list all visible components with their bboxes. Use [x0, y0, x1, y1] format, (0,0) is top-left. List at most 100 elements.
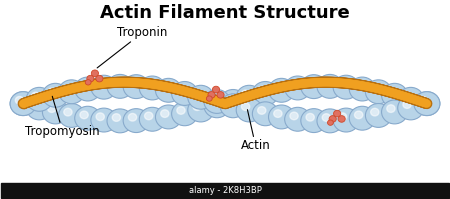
Circle shape: [274, 110, 282, 117]
Circle shape: [333, 110, 341, 117]
Circle shape: [220, 90, 246, 113]
Circle shape: [371, 85, 379, 92]
Circle shape: [112, 79, 121, 87]
Circle shape: [128, 113, 137, 121]
Circle shape: [252, 82, 279, 105]
Circle shape: [15, 97, 24, 104]
Circle shape: [80, 82, 88, 90]
Circle shape: [387, 105, 395, 112]
Circle shape: [414, 92, 440, 116]
Circle shape: [365, 80, 392, 104]
Circle shape: [322, 79, 330, 87]
Circle shape: [193, 103, 201, 110]
Circle shape: [290, 112, 298, 120]
Circle shape: [236, 85, 262, 109]
Circle shape: [398, 87, 424, 111]
Circle shape: [91, 108, 117, 132]
Circle shape: [85, 80, 91, 85]
Circle shape: [212, 86, 220, 93]
Circle shape: [10, 92, 36, 116]
Circle shape: [217, 92, 224, 98]
Circle shape: [32, 101, 40, 108]
Circle shape: [58, 80, 85, 104]
Circle shape: [403, 92, 411, 100]
Circle shape: [75, 106, 101, 130]
Circle shape: [140, 107, 165, 131]
Circle shape: [80, 111, 88, 119]
Circle shape: [317, 109, 343, 133]
Circle shape: [382, 100, 408, 124]
Circle shape: [123, 75, 149, 99]
Circle shape: [188, 98, 214, 122]
Circle shape: [387, 88, 395, 96]
Circle shape: [225, 94, 234, 102]
Circle shape: [355, 111, 363, 119]
Circle shape: [91, 70, 99, 77]
Circle shape: [349, 106, 375, 130]
Circle shape: [333, 75, 359, 99]
Bar: [1, 183, 449, 198]
Circle shape: [306, 79, 315, 87]
Circle shape: [403, 101, 411, 108]
Circle shape: [371, 108, 379, 116]
Circle shape: [257, 86, 266, 94]
Circle shape: [177, 107, 185, 114]
Circle shape: [96, 75, 103, 82]
Circle shape: [355, 82, 363, 90]
Circle shape: [87, 75, 94, 82]
Circle shape: [10, 92, 36, 116]
Circle shape: [204, 90, 230, 113]
Circle shape: [220, 94, 246, 118]
Circle shape: [204, 94, 230, 118]
Circle shape: [333, 108, 359, 132]
Circle shape: [48, 88, 56, 96]
Circle shape: [252, 102, 279, 126]
Circle shape: [48, 105, 56, 112]
Circle shape: [274, 83, 282, 91]
Text: alamy - 2K8H3BP: alamy - 2K8H3BP: [189, 186, 261, 195]
Circle shape: [301, 109, 327, 133]
Circle shape: [193, 90, 201, 98]
Circle shape: [236, 98, 262, 122]
Circle shape: [161, 83, 169, 91]
Circle shape: [64, 108, 72, 116]
Circle shape: [107, 74, 133, 98]
Circle shape: [171, 102, 198, 126]
Circle shape: [338, 80, 346, 88]
Circle shape: [269, 78, 295, 102]
Circle shape: [144, 81, 153, 88]
Circle shape: [177, 86, 185, 94]
Text: Tropomyosin: Tropomyosin: [25, 96, 100, 138]
Text: Actin: Actin: [241, 110, 270, 152]
Circle shape: [91, 75, 117, 99]
Circle shape: [419, 97, 428, 104]
Circle shape: [161, 110, 169, 117]
Circle shape: [306, 113, 315, 121]
Circle shape: [317, 74, 343, 98]
Circle shape: [42, 83, 68, 107]
Circle shape: [338, 116, 345, 122]
Circle shape: [96, 80, 104, 88]
Circle shape: [329, 116, 336, 122]
Circle shape: [414, 92, 440, 116]
Circle shape: [26, 96, 52, 120]
Text: Actin Filament Structure: Actin Filament Structure: [100, 4, 350, 22]
Circle shape: [208, 92, 215, 98]
Circle shape: [75, 77, 101, 101]
Circle shape: [398, 96, 424, 120]
Circle shape: [301, 75, 327, 99]
Circle shape: [209, 99, 217, 106]
Circle shape: [322, 114, 330, 121]
Circle shape: [285, 107, 310, 131]
Circle shape: [128, 79, 137, 87]
Circle shape: [338, 113, 346, 121]
Circle shape: [188, 85, 214, 109]
Circle shape: [58, 103, 85, 127]
Circle shape: [155, 105, 181, 129]
Circle shape: [32, 92, 40, 100]
Circle shape: [140, 76, 165, 100]
Circle shape: [241, 90, 250, 98]
Circle shape: [349, 77, 375, 101]
Circle shape: [207, 96, 212, 101]
Circle shape: [328, 120, 333, 125]
